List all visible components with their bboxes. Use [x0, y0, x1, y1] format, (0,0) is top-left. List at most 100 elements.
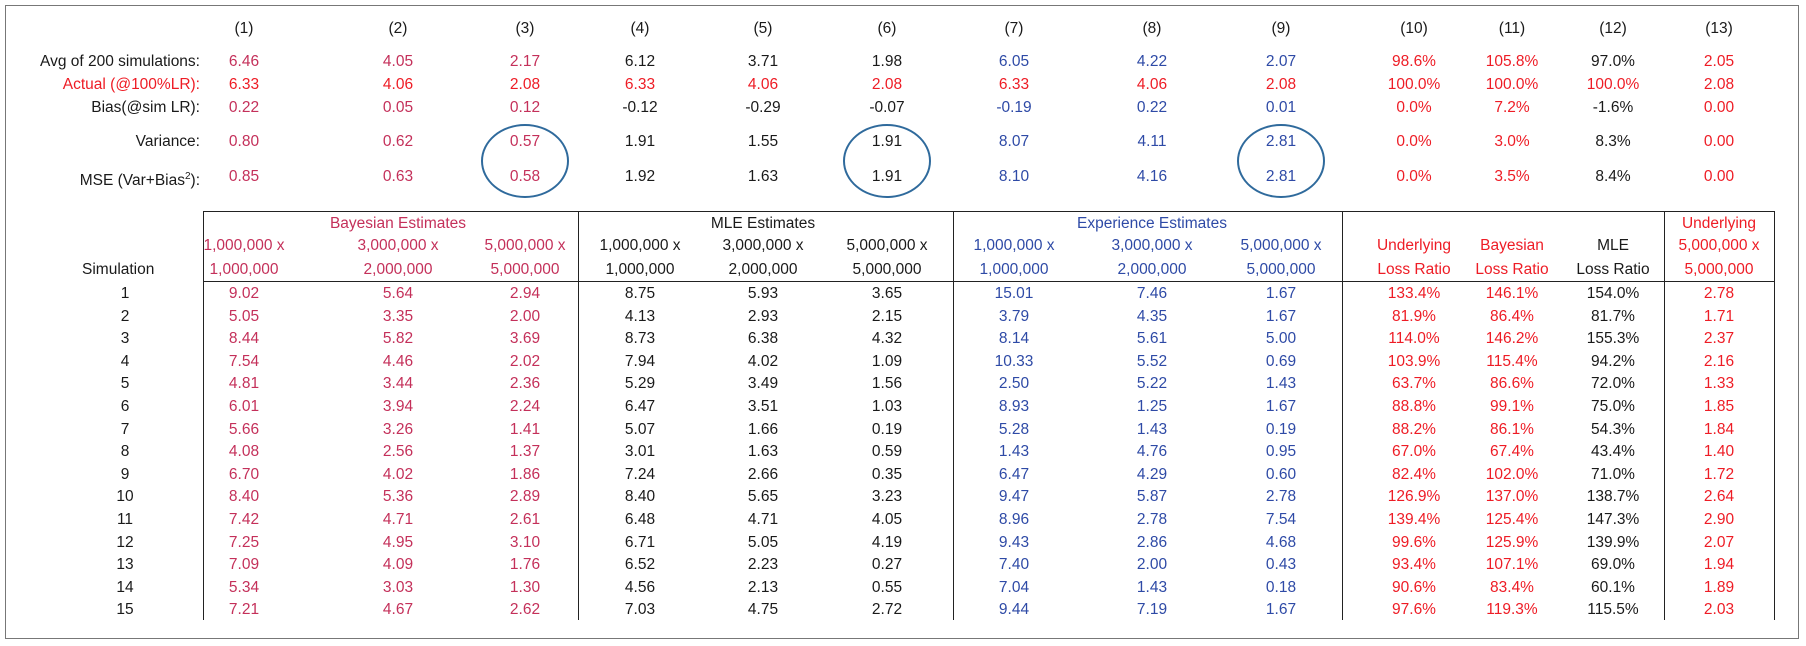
table-cell: 5.07: [624, 420, 656, 438]
table-cell: 3.35: [382, 307, 414, 325]
summary-value: -0.29: [745, 99, 781, 116]
column-number: (3): [515, 20, 535, 37]
table-cell: 4.75: [747, 601, 779, 619]
table-cell: 88.2%: [1392, 420, 1436, 438]
table-cell: 1.37: [509, 443, 541, 461]
table-cell: 5.28: [998, 420, 1030, 438]
table-cell: 4.09: [382, 556, 414, 574]
table-cell: 4.35: [1136, 307, 1168, 325]
column-header-line2: 5,000,000: [1684, 261, 1754, 278]
table-cell: 4.76: [1136, 443, 1168, 461]
table-cell: 5.00: [1265, 330, 1297, 348]
summary-value: 98.6%: [1392, 53, 1436, 70]
summary-value: 6.46: [228, 53, 260, 70]
table-cell: 2.61: [509, 511, 541, 528]
column-header-line1: 5,000,000 x: [484, 237, 566, 254]
table-cell: 2.78: [1265, 488, 1297, 506]
summary-value: 6.12: [624, 53, 656, 70]
summary-value: 2.17: [509, 53, 541, 70]
table-cell: 2.78: [1703, 285, 1735, 302]
summary-value: 0.85: [228, 168, 260, 185]
column-number: (12): [1599, 20, 1627, 37]
table-cell: 3.23: [871, 488, 903, 506]
summary-value: 0.05: [382, 99, 414, 116]
table-top-border: [203, 211, 1775, 212]
simulation-number: 6: [120, 398, 130, 415]
table-cell: 139.4%: [1387, 511, 1441, 528]
summary-value: 6.05: [998, 53, 1030, 70]
simulation-number: 13: [116, 556, 134, 574]
table-cell: 4.08: [228, 443, 260, 461]
table-cell: 2.90: [1703, 511, 1735, 528]
divider-experience-ratios: [1342, 211, 1343, 620]
table-cell: 2.66: [747, 465, 779, 483]
table-cell: 5.52: [1136, 352, 1168, 370]
summary-value: 0.00: [1703, 99, 1735, 116]
table-cell: 2.00: [509, 307, 541, 325]
table-cell: 7.03: [624, 601, 656, 619]
table-cell: 4.67: [382, 601, 414, 619]
table-cell: 2.24: [509, 398, 541, 415]
table-cell: 99.6%: [1392, 533, 1436, 551]
divider-bayesian-mle: [578, 211, 579, 620]
table-cell: 4.02: [747, 352, 779, 370]
column-header-line1: 1,000,000 x: [599, 237, 681, 254]
table-cell: 6.70: [228, 465, 260, 483]
table-cell: 5.05: [228, 307, 260, 325]
group-header-underlying: Underlying: [1681, 215, 1757, 232]
table-cell: 3.01: [624, 443, 656, 461]
table-cell: 107.1%: [1485, 556, 1539, 574]
table-cell: 9.02: [228, 285, 260, 302]
table-cell: 5.87: [1136, 488, 1168, 506]
table-cell: 0.55: [871, 578, 903, 596]
simulation-number: 7: [120, 420, 130, 438]
table-cell: 1.43: [998, 443, 1030, 461]
summary-value: 100.0%: [1586, 76, 1640, 93]
table-cell: 3.26: [382, 420, 414, 438]
table-cell: 81.9%: [1392, 307, 1436, 325]
table-cell: 0.19: [871, 420, 903, 438]
table-cell: 0.35: [871, 465, 903, 483]
simulation-number: 5: [120, 375, 130, 393]
table-cell: 4.71: [747, 511, 779, 528]
table-frame: [5, 5, 1799, 639]
simulation-number: 11: [116, 511, 134, 528]
table-cell: 0.18: [1265, 578, 1297, 596]
table-cell: 3.03: [382, 578, 414, 596]
table-cell: 63.7%: [1392, 375, 1436, 393]
table-cell: 0.59: [871, 443, 903, 461]
simulation-number: 15: [116, 601, 134, 619]
table-cell: 8.96: [998, 511, 1030, 528]
table-cell: 1.72: [1703, 465, 1735, 483]
summary-value: 0.22: [1136, 99, 1168, 116]
group-header-experience: Experience Estimates: [1077, 215, 1227, 232]
table-cell: 72.0%: [1591, 375, 1635, 393]
table-cell: 2.02: [509, 352, 541, 370]
table-cell: 1.30: [509, 578, 541, 596]
summary-value: 1.92: [624, 168, 656, 185]
table-cell: 86.1%: [1490, 420, 1534, 438]
table-cell: 0.60: [1265, 465, 1297, 483]
summary-value: 4.06: [747, 76, 779, 93]
simulation-header: Simulation: [82, 261, 155, 278]
column-header-line2: 1,000,000: [979, 261, 1049, 278]
table-cell: 1.85: [1703, 398, 1735, 415]
table-cell: 4.95: [382, 533, 414, 551]
table-cell: 5.61: [1136, 330, 1168, 348]
table-cell: 8.14: [998, 330, 1030, 348]
table-cell: 114.0%: [1388, 330, 1440, 348]
table-cell: 43.4%: [1591, 443, 1635, 461]
table-cell: 8.75: [624, 285, 656, 302]
table-cell: 137.0%: [1485, 488, 1539, 506]
table-cell: 82.4%: [1392, 465, 1436, 483]
table-cell: 0.43: [1265, 556, 1297, 574]
summary-value: 4.22: [1136, 53, 1168, 70]
column-number: (1): [234, 20, 254, 37]
summary-value: 4.06: [1136, 76, 1168, 93]
table-cell: 2.07: [1703, 533, 1735, 551]
table-cell: 115.5%: [1587, 601, 1639, 619]
table-cell: 99.1%: [1490, 398, 1534, 415]
column-number: (2): [388, 20, 408, 37]
table-cell: 83.4%: [1490, 578, 1534, 596]
simulation-number: 9: [120, 465, 130, 483]
